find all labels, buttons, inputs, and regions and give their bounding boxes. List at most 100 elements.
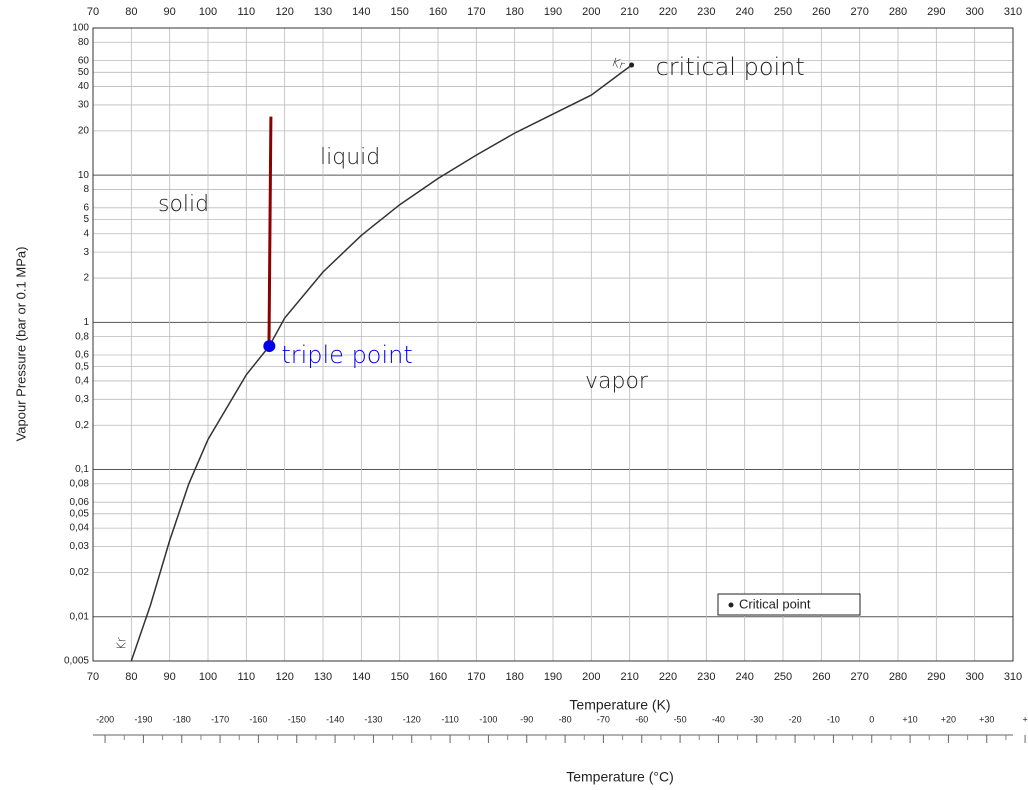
- x-tick-label: 260: [812, 671, 830, 683]
- x-tick-label: 240: [735, 671, 753, 683]
- x-tick-label: 90: [164, 671, 176, 683]
- x-tick-label: 300: [965, 6, 983, 18]
- x-tick-label: 80: [125, 6, 137, 18]
- y-tick-label: 10: [78, 170, 90, 181]
- x-tick-label: 270: [850, 6, 868, 18]
- y-tick-label: 0,6: [75, 350, 89, 361]
- x2-tick-label: -150: [288, 714, 306, 724]
- y-tick-label: 0,01: [70, 611, 90, 622]
- x-tick-label: 80: [125, 671, 137, 683]
- vapour-curve: [130, 64, 633, 662]
- x-tick-label: 200: [582, 6, 600, 18]
- point: [629, 62, 635, 68]
- y-tick-label: 0,1: [75, 464, 89, 475]
- y-tick-label: 0,2: [75, 420, 89, 431]
- legend-box: [717, 593, 861, 616]
- x-tick-label: 160: [429, 671, 447, 683]
- phase-line: [267, 116, 273, 344]
- x-tick-label: 190: [544, 6, 562, 18]
- y-tick-label: 0,06: [70, 497, 90, 508]
- x-tick-label: 130: [314, 671, 332, 683]
- x-tick-label: 250: [774, 6, 792, 18]
- y-tick-label: 0,03: [70, 541, 90, 552]
- y-tick-label: 0,08: [70, 478, 90, 489]
- x2-tick-label: -90: [520, 714, 533, 724]
- y-tick-label: 1: [83, 317, 89, 328]
- x-tick-label: 240: [735, 6, 753, 18]
- annotation: solid: [158, 192, 209, 217]
- y-tick-label: 50: [78, 67, 90, 78]
- point-label: critical point: [656, 53, 805, 81]
- annotation: Kr: [115, 637, 129, 650]
- x-tick-label: 70: [87, 671, 99, 683]
- y-tick-label: 80: [78, 37, 90, 48]
- x2-tick-label: -110: [441, 714, 458, 724]
- x-tick-label: 100: [199, 6, 217, 18]
- x-tick-label: 70: [87, 6, 99, 18]
- annotation: vapor: [585, 369, 649, 394]
- legend-marker: [728, 602, 734, 608]
- y-tick-label: 0,8: [75, 331, 89, 342]
- x-axis-label: Temperature (K): [569, 697, 670, 713]
- x2-tick-label: -40: [712, 714, 725, 724]
- y-tick-label: 60: [78, 55, 90, 66]
- plot-frame: [92, 27, 1014, 662]
- x2-tick-label: -70: [597, 714, 610, 724]
- x-tick-label: 180: [505, 671, 523, 683]
- x-tick-label: 170: [467, 6, 485, 18]
- x2-tick-label: -50: [674, 714, 687, 724]
- x2-axis-label: Temperature (°C): [566, 769, 674, 785]
- x-tick-label: 150: [390, 671, 408, 683]
- x-tick-label: 300: [965, 671, 983, 683]
- y-axis-label: Vapour Pressure (bar or 0.1 MPa): [13, 247, 28, 442]
- y-tick-label: 6: [83, 202, 89, 213]
- x2-tick-label: +: [1022, 714, 1027, 724]
- x-tick-label: 310: [1004, 6, 1022, 18]
- y-tick-label: 8: [83, 184, 89, 195]
- x-tick-label: 210: [620, 671, 638, 683]
- x2-tick-label: -130: [364, 714, 382, 724]
- y-tick-label: 0,5: [75, 361, 89, 372]
- x-tick-label: 110: [238, 6, 256, 18]
- x-tick-label: 220: [659, 6, 677, 18]
- annotation: Kr: [610, 55, 627, 73]
- x-tick-label: 200: [582, 671, 600, 683]
- y-tick-label: 100: [72, 23, 89, 34]
- y-tick-label: 0,3: [75, 394, 89, 405]
- y-tick-label: 3: [83, 247, 89, 258]
- x2-tick-label: +10: [902, 714, 917, 724]
- x-tick-label: 220: [659, 671, 677, 683]
- x-tick-label: 140: [352, 671, 370, 683]
- x-tick-label: 170: [467, 671, 485, 683]
- x-tick-label: 100: [199, 671, 217, 683]
- x2-tick-label: -30: [750, 714, 763, 724]
- x-tick-label: 270: [850, 671, 868, 683]
- x2-tick-label: +20: [941, 714, 956, 724]
- x-tick-label: 310: [1004, 671, 1022, 683]
- x2-tick-label: -200: [96, 714, 114, 724]
- y-tick-label: 30: [78, 100, 90, 111]
- x-tick-label: 190: [544, 671, 562, 683]
- annotation: liquid: [320, 145, 380, 170]
- x-tick-label: 120: [275, 6, 293, 18]
- x2-tick-label: -160: [249, 714, 267, 724]
- x-tick-label: 150: [390, 6, 408, 18]
- x-tick-label: 140: [352, 6, 370, 18]
- y-tick-label: 0,02: [70, 567, 90, 578]
- y-tick-label: 0,4: [75, 376, 89, 387]
- x-tick-label: 180: [505, 6, 523, 18]
- x2-tick-label: -190: [134, 714, 152, 724]
- x-tick-label: 250: [774, 671, 792, 683]
- x-tick-label: 90: [164, 6, 176, 18]
- y-tick-label: 2: [83, 273, 89, 284]
- legend-label: Critical point: [739, 596, 811, 611]
- y-tick-label: 0,05: [70, 508, 90, 519]
- x2-tick-label: 0: [869, 714, 874, 724]
- x-tick-label: 290: [927, 6, 945, 18]
- y-tick-label: 4: [83, 228, 89, 239]
- x-tick-label: 280: [889, 6, 907, 18]
- x2-tick-label: -140: [326, 714, 344, 724]
- x2-tick-label: -170: [211, 714, 229, 724]
